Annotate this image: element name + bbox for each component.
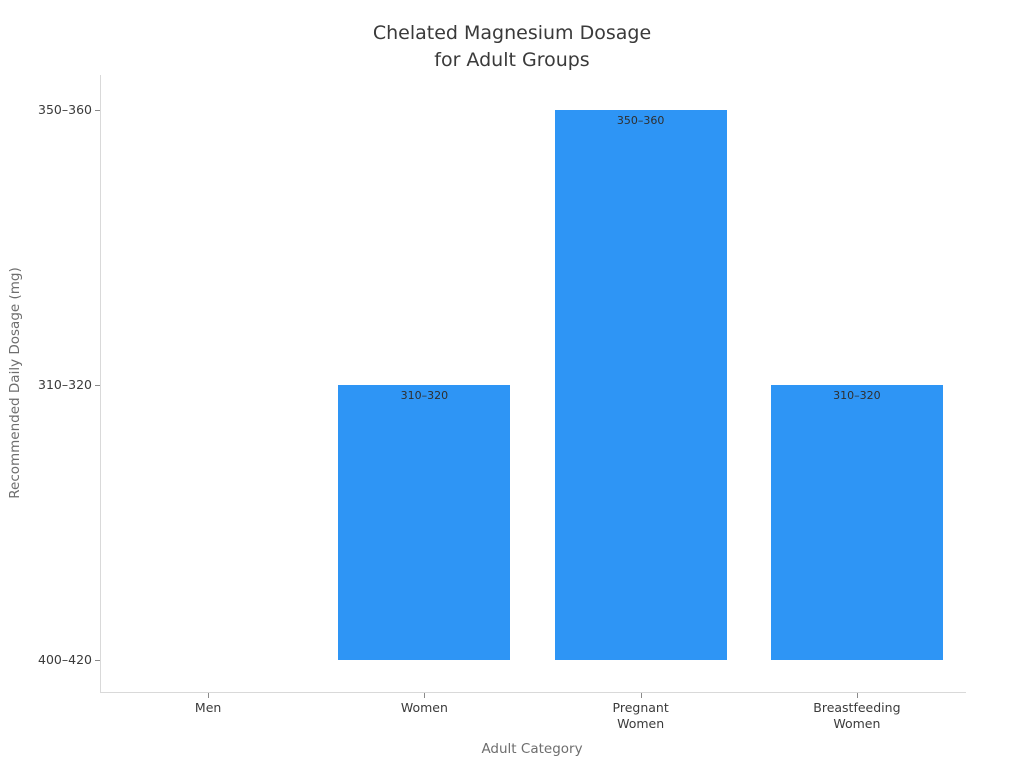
bar-value-label-pregnant-women: 350–360 — [616, 114, 665, 127]
bar-breastfeeding-women — [770, 385, 943, 660]
x-tick-mark — [856, 693, 858, 698]
y-tick-label: 400–420 — [38, 652, 92, 667]
x-axis-line — [100, 692, 966, 693]
bar-pregnant-women — [554, 110, 727, 660]
y-tick-label: 350–360 — [38, 102, 92, 117]
y-tick-mark — [95, 109, 100, 111]
x-tick-label-women: Women — [400, 700, 448, 715]
bar-value-label-breastfeeding-women: 310–320 — [833, 389, 881, 402]
x-tick-label-men: Men — [194, 700, 222, 715]
bar-value-label-women: 310–320 — [400, 389, 449, 402]
x-tick-label-breastfeeding-women: Breastfeeding Women — [813, 700, 901, 731]
y-axis-title: Recommended Daily Dosage (mg) — [7, 267, 23, 499]
y-tick-mark — [95, 659, 100, 661]
x-tick-mark — [208, 693, 210, 698]
x-axis-title: Adult Category — [481, 741, 583, 757]
bar-women — [338, 385, 511, 660]
x-tick-mark — [640, 693, 642, 698]
y-axis-line — [100, 75, 101, 692]
y-tick-label: 310–320 — [38, 377, 92, 392]
x-tick-mark — [424, 693, 426, 698]
y-tick-mark — [95, 384, 100, 386]
x-tick-label-pregnant-women: Pregnant Women — [612, 700, 669, 731]
chart-title: Chelated Magnesium Dosage for Adult Grou… — [372, 22, 652, 71]
